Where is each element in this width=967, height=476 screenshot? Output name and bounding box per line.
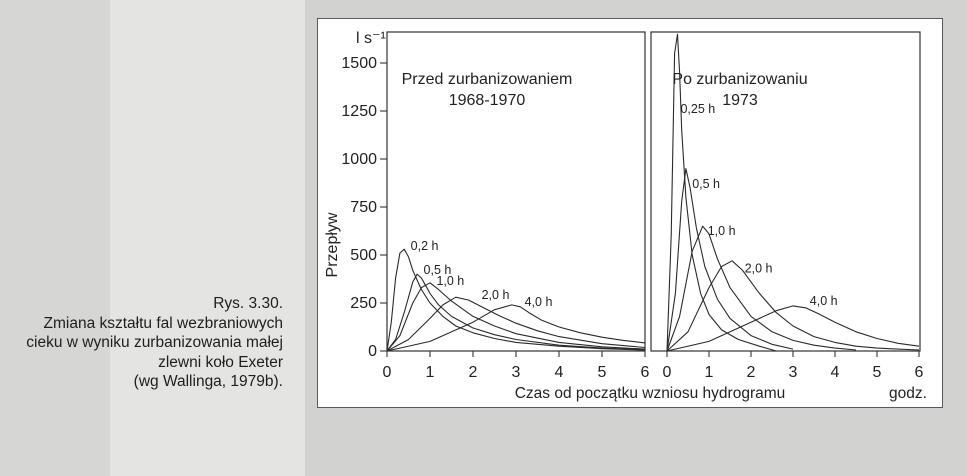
y-tick-label: 750 [350, 199, 377, 216]
x-tick-label: 4 [555, 364, 564, 381]
x-tick-label: 0 [383, 364, 392, 381]
panel-title: Przed zurbanizowaniem [402, 71, 573, 88]
x-tick-label: 5 [873, 364, 882, 381]
y-tick-label: 1250 [341, 103, 377, 120]
x-tick-label: 6 [915, 364, 924, 381]
figure-caption: Rys. 3.30. Zmiana kształtu fal wezbranio… [0, 294, 283, 392]
caption-line-2: cieku w wyniku zurbanizowania małej [26, 334, 283, 351]
panel-frame [650, 31, 921, 352]
x-tick-label: 0 [663, 364, 672, 381]
curve-label: 4,0 h [525, 295, 553, 309]
page-shade [0, 0, 110, 476]
left-page [0, 0, 305, 476]
caption-line-4: (wg Wallinga, 1979b). [133, 373, 283, 390]
x-tick-label: 2 [747, 364, 756, 381]
x-unit-label: godz. [889, 385, 927, 402]
x-tick-label: 1 [426, 364, 435, 381]
panel-title: Po zurbanizowaniu [672, 71, 807, 88]
hydrograph-curve [666, 225, 857, 352]
curve-label: 2,0 h [482, 288, 510, 302]
hydrograph-curve [386, 304, 646, 352]
hydrograph-curve [386, 282, 646, 352]
curve-label: 1,0 h [708, 224, 736, 238]
x-tick-label: 3 [512, 364, 521, 381]
y-tick-label: 0 [368, 343, 377, 360]
hydrograph-curve [666, 305, 920, 352]
panel-subtitle: 1968-1970 [449, 92, 526, 109]
x-axis-title: Czas od początku wzniosu hydrogramu [515, 385, 786, 402]
curve-label: 1,0 h [436, 274, 464, 288]
y-axis-title: Przepływ [324, 212, 341, 277]
y-tick-label: 250 [350, 295, 377, 312]
curve-label: 0,5 h [692, 177, 720, 191]
hydrograph-curve [386, 296, 646, 352]
x-tick-label: 4 [831, 364, 840, 381]
hydrograph-curve [386, 273, 646, 352]
x-tick-label: 5 [598, 364, 607, 381]
curve-label: 0,25 h [680, 102, 715, 116]
hydrograph-curve [666, 168, 794, 352]
caption-line-1: Zmiana kształtu fal wezbraniowych [43, 314, 284, 332]
x-tick-label: 1 [705, 364, 714, 381]
hydrograph-curve [666, 260, 920, 352]
hydrograph-curve [666, 33, 777, 352]
y-tick-label: 500 [350, 247, 377, 264]
x-tick-label: 6 [641, 364, 650, 381]
curve-label: 0,5 h [424, 263, 452, 277]
caption-line-3: zlewni koło Exeter [158, 353, 283, 371]
curve-label: 2,0 h [745, 261, 773, 275]
caption-figure-number: Rys. 3.30. [213, 295, 283, 312]
y-tick-label: 1500 [341, 55, 377, 72]
x-tick-label: 2 [469, 364, 478, 381]
curve-label: 4,0 h [810, 294, 838, 308]
hydrograph-curve [386, 248, 646, 352]
y-unit-label: l s⁻¹ [356, 30, 386, 47]
panel-subtitle: 1973 [722, 92, 758, 109]
y-tick-label: 1000 [341, 151, 377, 168]
curve-label: 0,2 h [411, 239, 439, 253]
x-tick-label: 3 [789, 364, 798, 381]
